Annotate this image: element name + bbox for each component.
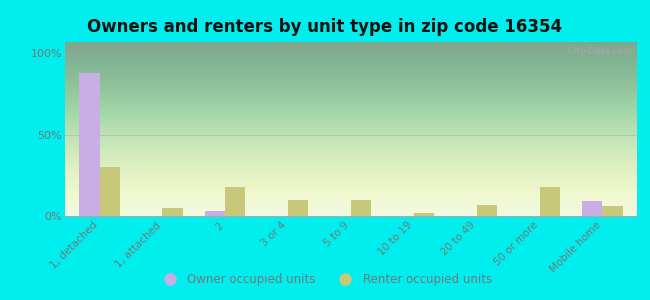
Bar xyxy=(603,206,623,216)
Bar xyxy=(79,73,99,216)
Bar xyxy=(226,187,246,216)
Bar xyxy=(476,205,497,216)
Bar xyxy=(99,167,120,216)
Bar xyxy=(540,187,560,216)
Bar xyxy=(414,213,434,216)
Bar xyxy=(351,200,371,216)
Legend: Owner occupied units, Renter occupied units: Owner occupied units, Renter occupied un… xyxy=(153,269,497,291)
Bar xyxy=(205,211,226,216)
Text: City-Data.com: City-Data.com xyxy=(562,47,631,56)
Text: Owners and renters by unit type in zip code 16354: Owners and renters by unit type in zip c… xyxy=(88,18,562,36)
Bar xyxy=(288,200,308,216)
Bar xyxy=(162,208,183,216)
Bar xyxy=(582,201,603,216)
